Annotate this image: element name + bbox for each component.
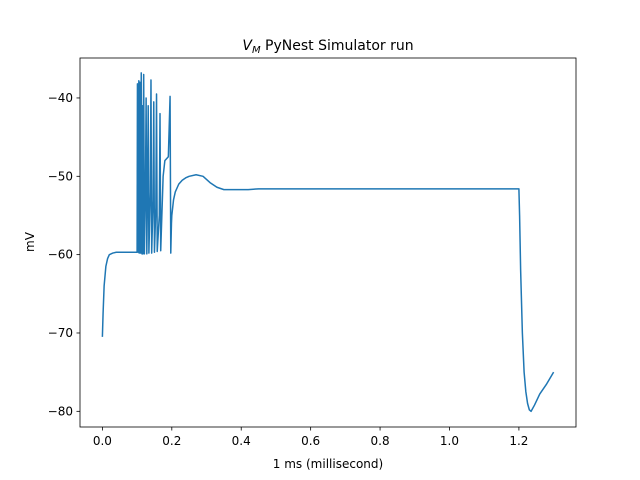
x-tick-label: 0.6 — [301, 434, 320, 448]
x-tick-label: 0.0 — [93, 434, 112, 448]
title-rest: PyNest Simulator run — [261, 38, 414, 54]
x-tick-label: 0.8 — [371, 434, 390, 448]
y-tick-label: −40 — [48, 91, 73, 105]
title-main: V — [242, 38, 253, 54]
voltage-trace-line — [101, 72, 555, 413]
x-tick-label: 1.0 — [440, 434, 459, 448]
y-tick-label: −80 — [48, 404, 73, 418]
x-axis-label: 1 ms (millisecond) — [273, 457, 383, 471]
x-tick-label: 0.4 — [232, 434, 251, 448]
y-tick-label: −70 — [48, 326, 73, 340]
y-tick-label: −50 — [48, 169, 73, 183]
x-axis: 0.0 0.2 0.4 0.6 0.8 1.0 1.2 — [93, 427, 528, 448]
x-tick-label: 0.2 — [162, 434, 181, 448]
plot-area — [101, 72, 555, 413]
title-subscript: M — [252, 45, 261, 56]
y-axis-label: mV — [23, 231, 37, 252]
y-axis: −80 −70 −60 −50 −40 — [48, 91, 80, 418]
x-tick-label: 1.2 — [509, 434, 528, 448]
chart-title: VM PyNest Simulator run — [242, 38, 413, 56]
axes-frame — [79, 57, 577, 428]
y-tick-label: −60 — [48, 248, 73, 262]
